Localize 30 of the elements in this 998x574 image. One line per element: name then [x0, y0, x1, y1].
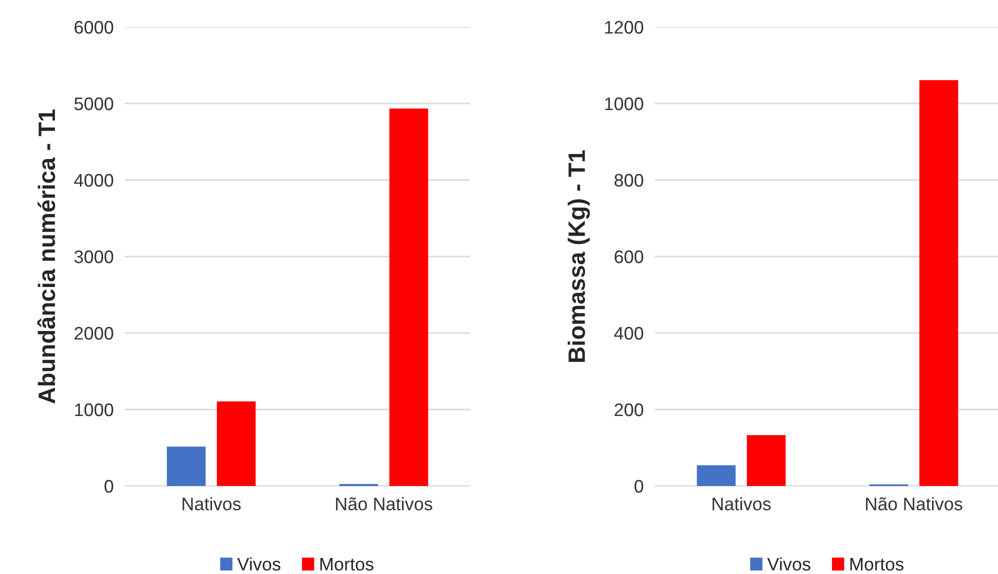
bar	[389, 108, 428, 486]
y-tick-label: 600	[614, 250, 644, 264]
y-tick-label: 0	[104, 480, 114, 493]
y-tick-label: 2000	[74, 326, 114, 340]
y-tick-label: 800	[614, 174, 644, 187]
y-tick-label: 1000	[605, 97, 644, 110]
legend-label: Vivos	[237, 557, 280, 571]
y-tick-label: 6000	[74, 20, 114, 34]
y-tick-label: 1000	[75, 403, 114, 416]
y-tick-label: 400	[614, 326, 644, 340]
bar	[216, 401, 256, 486]
x-tick-label: Nativos	[182, 497, 241, 510]
y-tick-label: 3000	[74, 250, 114, 264]
bar	[166, 446, 206, 486]
legend-label: Vivos	[767, 557, 810, 571]
y-axis-title: Biomassa (Kg) - T1	[568, 150, 590, 362]
bar	[696, 465, 736, 486]
legend-label: Mortos	[320, 558, 374, 571]
y-axis-title: Abundância numérica - T1	[37, 110, 56, 404]
y-tick-label: 5000	[74, 97, 114, 110]
bar	[746, 435, 786, 486]
x-tick-label: Não Nativos	[866, 497, 962, 510]
x-tick-label: Não Nativos	[336, 497, 432, 510]
y-tick-label: 1200	[605, 20, 644, 34]
x-tick-label: Nativos	[712, 497, 771, 510]
bar	[919, 80, 958, 486]
legend-label: Mortos	[850, 558, 904, 571]
y-tick-label: 4000	[74, 174, 114, 187]
y-tick-label: 0	[634, 480, 644, 493]
y-tick-label: 200	[614, 403, 644, 416]
